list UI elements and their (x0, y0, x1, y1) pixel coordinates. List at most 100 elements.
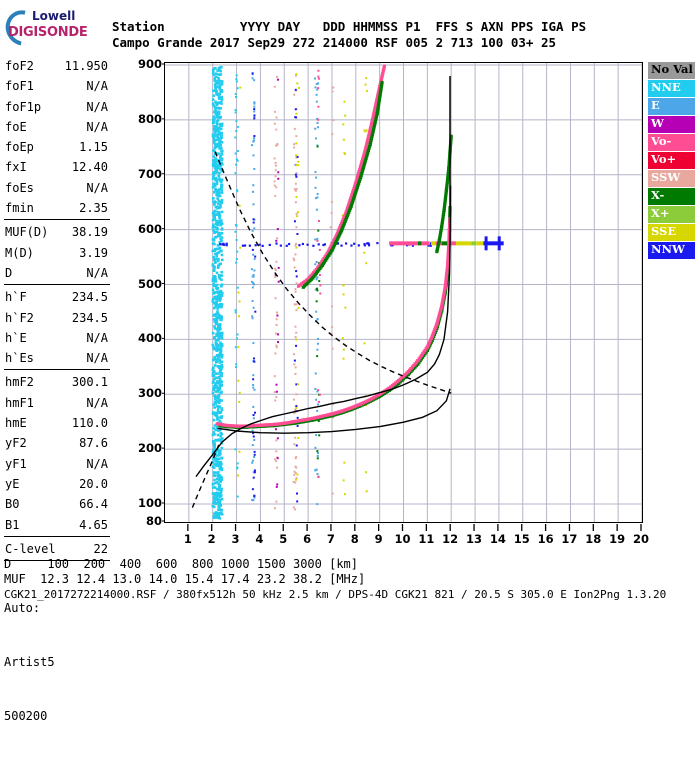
x-tick-label: 6 (303, 532, 312, 546)
param-value: 4.65 (79, 517, 108, 532)
legend-item-label: No Val (651, 62, 693, 76)
legend-item-label: E (651, 98, 660, 112)
y-tick-label: 300 (137, 386, 162, 401)
x-tick-label: 17 (561, 532, 578, 546)
param-key: hmF2 (5, 375, 34, 390)
legend-item-vo[interactable]: Vo- (648, 134, 695, 152)
station-header-values: Campo Grande 2017 Sep29 272 214000 RSF 0… (112, 35, 557, 50)
param-row: foF1p N/A (4, 97, 110, 117)
param-key: hmE (5, 416, 27, 431)
param-value: 38.19 (71, 225, 108, 240)
param-row: hmF1 N/A (4, 393, 110, 413)
param-row: foEs N/A (4, 178, 110, 198)
x-tick-marks (187, 524, 642, 531)
param-key: h`Es (5, 351, 34, 366)
param-row: h`F 234.5 (4, 287, 110, 307)
param-value: 2.35 (79, 201, 108, 216)
legend-item-x[interactable]: X+ (648, 206, 695, 224)
param-key: fmin (5, 201, 34, 216)
x-tick-label: 19 (609, 532, 626, 546)
lowell-digisonde-logo: Lowell DIGISONDE (0, 3, 102, 53)
legend-item-label: SSE (651, 224, 677, 238)
param-value: N/A (86, 119, 108, 134)
param-row: h`Es N/A (4, 348, 110, 368)
curve-true-height-profile-n-h (195, 185, 452, 478)
param-key: foF1 (5, 79, 34, 94)
param-value: 1.15 (79, 140, 108, 155)
param-group-profile: hmF2 300.1 hmF1 N/A hmE 110.0 yF2 87.6 yF1 N/A yE 2… (4, 372, 110, 537)
legend-item-w[interactable]: W (648, 116, 695, 134)
legend-item-e[interactable]: E (648, 98, 695, 116)
legend-item-label: W (651, 116, 664, 130)
param-row: hmE 110.0 (4, 413, 110, 433)
x-tick-label: 18 (585, 532, 602, 546)
legend-item-x[interactable]: X- (648, 188, 695, 206)
logo-text-digisonde: DIGISONDE (8, 25, 88, 40)
x-tick-label: 1 (183, 532, 192, 546)
param-row: MUF(D) 38.19 (4, 222, 110, 242)
param-key: foEp (5, 140, 34, 155)
station-header: Station YYYY DAY DDD HHMMSS P1 FFS S AXN… (112, 19, 586, 51)
param-value: N/A (86, 99, 108, 114)
param-value: 300.1 (71, 375, 108, 390)
x-tick-label: 12 (442, 532, 459, 546)
curve-low-frequency-dashed-branch (191, 441, 221, 508)
param-group-virtual-heights: h`F 234.5 h`F2 234.5 h`E N/A h`Es N/A (4, 287, 110, 371)
y-tick-label: 80 (145, 514, 162, 528)
param-key: B1 (5, 517, 20, 532)
param-value: 20.0 (79, 476, 108, 491)
param-key: hmF1 (5, 395, 34, 410)
param-row: foF2 11.950 (4, 56, 110, 76)
param-key: foEs (5, 180, 34, 195)
param-row: M(D) 3.19 (4, 243, 110, 263)
legend-item-label: X+ (651, 206, 670, 220)
param-value: 234.5 (71, 310, 108, 325)
param-key: C-level (5, 541, 56, 556)
ionogram-plot-area[interactable] (164, 62, 643, 523)
legend-item-no-val[interactable]: No Val (648, 62, 695, 80)
legend-item-label: NNE (651, 80, 681, 94)
x-tick-label: 9 (374, 532, 383, 546)
param-value: N/A (86, 180, 108, 195)
legend-item-vo[interactable]: Vo+ (648, 152, 695, 170)
station-header-labels: Station YYYY DAY DDD HHMMSS P1 FFS S AXN… (112, 19, 587, 34)
x-tick-label: 14 (489, 532, 506, 546)
auto-name: Artist5 (4, 655, 55, 670)
param-group-frequencies: foF2 11.950 foF1 N/A foF1p N/A foE N/A foEp 1.15 f… (4, 56, 110, 221)
param-row: yE 20.0 (4, 474, 110, 494)
param-row: foEp 1.15 (4, 137, 110, 157)
legend-item-sse[interactable]: SSE (648, 224, 695, 242)
param-key: foF1p (5, 99, 42, 114)
legend-item-ssw[interactable]: SSW (648, 170, 695, 188)
y-axis-labels: 80 100 200 300 400 500 600 700 800 900 (118, 50, 172, 540)
direction-legend[interactable]: No Val NNE E W Vo- Vo+ SSW X- X+ SSE NNW (648, 62, 695, 260)
param-row: yF1 N/A (4, 454, 110, 474)
legend-item-nnw[interactable]: NNW (648, 242, 695, 260)
y-tick-label: 100 (137, 496, 162, 510)
param-row: foF1 N/A (4, 76, 110, 96)
param-row: fxI 12.40 (4, 157, 110, 177)
legend-item-label: Vo+ (651, 152, 677, 166)
param-key: foF2 (5, 59, 34, 73)
x-tick-label: 2 (207, 532, 216, 546)
param-row: C-level 22 (4, 539, 110, 559)
param-value: N/A (86, 395, 108, 410)
param-row: foE N/A (4, 117, 110, 137)
param-key: yE (5, 476, 20, 491)
legend-item-label: SSW (651, 170, 681, 184)
ionospheric-parameters-panel: foF2 11.950 foF1 N/A foF1p N/A foE N/A foEp 1.15 f… (4, 56, 110, 761)
param-row: h`F2 234.5 (4, 308, 110, 328)
param-key: h`F (5, 290, 27, 305)
muf-row-distance: D 100 200 400 600 800 1000 1500 3000 [km… (4, 557, 359, 571)
legend-item-nne[interactable]: NNE (648, 80, 695, 98)
footer-metadata: CGK21_2017272214000.RSF / 380fx512h 50 k… (4, 588, 667, 601)
param-key: MUF(D) (5, 225, 49, 240)
legend-item-label: Vo- (651, 134, 672, 148)
param-value: 234.5 (71, 290, 108, 305)
interference-band-575km (389, 236, 504, 251)
trace-second-hop-f2-trace-x (301, 80, 384, 289)
param-key: h`F2 (5, 310, 34, 325)
x-tick-label: 20 (632, 532, 649, 546)
logo-text-lowell: Lowell (32, 9, 76, 23)
curve-lower-e-region-profile (217, 388, 451, 434)
